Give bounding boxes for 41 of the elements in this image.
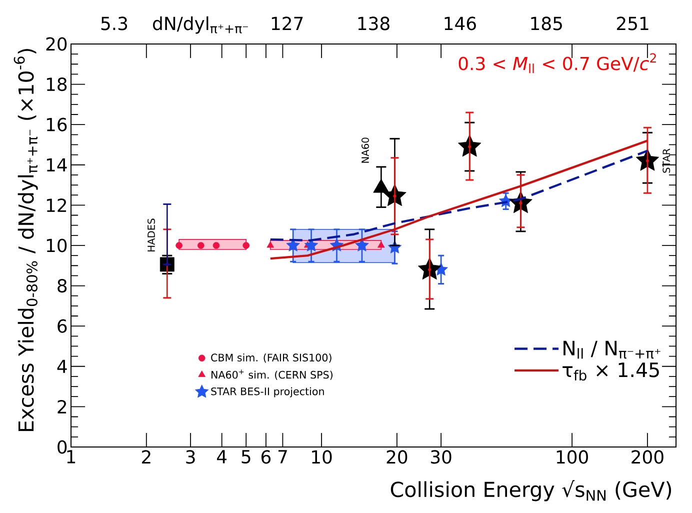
legend-label: τ$_{fb}$ × 1.45 [562, 362, 659, 381]
y-tick-label: 18 [46, 78, 67, 92]
y-tick-label: 0 [58, 440, 67, 454]
text: 185 [531, 16, 562, 30]
x2-axis-title: dN/dyl$_{π⁺+π⁻}$ [153, 16, 248, 34]
x-tick-label: 1 [67, 450, 76, 464]
legend-label: CBM sim. (FAIR SIS100) [211, 354, 332, 363]
x-tick-label: 7 [278, 450, 287, 464]
y-tick-label: 6 [58, 319, 67, 333]
text: 138 [358, 16, 390, 30]
x-tick-label: 3 [186, 450, 195, 464]
legend-label: N$_{ll}$ / N$_{π⁻+π⁺}$ [564, 340, 660, 359]
x-tick-label: 200 [632, 450, 664, 464]
x-tick-label: 5 [242, 450, 250, 464]
text: 5.3 [101, 16, 128, 30]
legend-label: STAR BES-II projection [211, 387, 324, 398]
x-tick-label: 20 [386, 450, 408, 464]
legend-label: NA60$^{+}$ sim. (CERN SPS) [212, 370, 332, 380]
y-tick-label: 4 [57, 360, 67, 373]
text: 146 [444, 16, 476, 30]
y-tick-label: 10 [46, 238, 67, 252]
x-axis-title: Collision Energy √s$_{NN}$ (GeV) [390, 480, 672, 502]
y-tick-label: 20 [46, 37, 67, 51]
text: HADES [148, 218, 155, 252]
y-tick-label: 14 [46, 158, 67, 172]
x-tick-label: 4 [217, 450, 227, 464]
text: 127 [272, 16, 303, 30]
x-tick-label: 6 [261, 450, 271, 464]
y-tick-label: 2 [58, 400, 66, 414]
text: NA60 [362, 138, 369, 163]
x-tick-label: 100 [556, 450, 588, 464]
y-tick-label: 16 [46, 118, 67, 132]
x-tick-label: 2 [142, 450, 150, 464]
text: 0.3 < M$_{ll}$ < 0.7 GeV/c$^{2}$ [458, 53, 656, 74]
y-tick-label: 12 [46, 198, 66, 212]
text: STAR [662, 148, 670, 173]
y-tick-label: 8 [58, 279, 67, 293]
y-axis-title: Excess Yield$_{0-80%}$ / dN/dyl$_{π⁺+π⁻}$ (×10$^{-6}$) [14, 48, 38, 431]
x-tick-label: 30 [431, 450, 452, 464]
text: 251 [617, 16, 648, 30]
x-tick-label: 10 [312, 450, 332, 464]
